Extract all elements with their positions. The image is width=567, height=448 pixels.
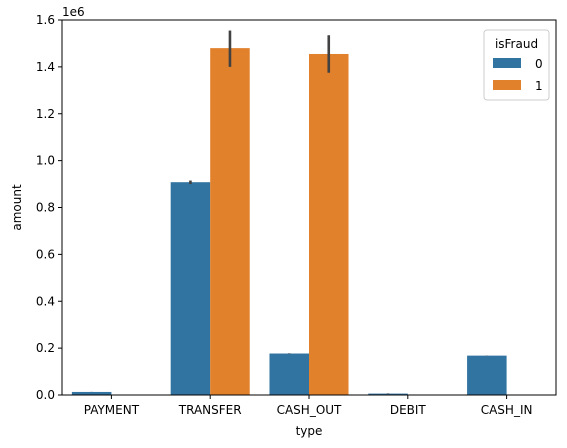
- legend-label-0: 0: [535, 57, 543, 71]
- y-tick-label: 0.6: [36, 247, 55, 261]
- bar-payment-isfraud-0: [71, 391, 112, 395]
- y-tick-label: 1.6: [36, 13, 55, 27]
- bar-transfer-isfraud-0: [170, 182, 211, 395]
- y-tick-label: 0.0: [36, 388, 55, 402]
- bar-debit-isfraud-0: [368, 393, 408, 395]
- bar-cash-in-isfraud-0: [467, 355, 507, 395]
- x-tick-label-cash-in: CASH_IN: [481, 403, 533, 417]
- legend: isFraud 0 1: [483, 29, 550, 101]
- bar-transfer-isfraud-1: [210, 48, 250, 395]
- y-tick-label: 0.4: [36, 294, 55, 308]
- bar-cash-out-isfraud-0: [269, 353, 309, 395]
- y-tick-label: 0.8: [36, 201, 55, 215]
- x-tick-label-debit: DEBIT: [390, 403, 427, 417]
- error-bars-layer: [90, 30, 489, 394]
- x-tick-label-payment: PAYMENT: [84, 403, 140, 417]
- x-tick-label-transfer: TRANSFER: [178, 403, 242, 417]
- bar-cash-out-isfraud-1: [309, 53, 349, 395]
- y-ticks: 0.0 0.2 0.4 0.6 0.8 1.0 1.2 1.4 1.6: [36, 13, 62, 402]
- x-axis-label: type: [296, 424, 323, 438]
- legend-swatch-0: [493, 58, 521, 68]
- legend-title: isFraud: [495, 37, 538, 51]
- y-tick-label: 1.2: [36, 107, 55, 121]
- x-tick-label-cash-out: CASH_OUT: [277, 403, 342, 417]
- y-tick-label: 0.2: [36, 341, 55, 355]
- legend-swatch-1: [493, 80, 521, 90]
- bars-layer: [71, 48, 507, 395]
- x-ticks: PAYMENT TRANSFER CASH_OUT DEBIT CASH_IN: [84, 395, 533, 417]
- y-tick-label: 1.4: [36, 60, 55, 74]
- y-tick-label: 1.0: [36, 154, 55, 168]
- y-offset-label: 1e6: [62, 5, 85, 19]
- legend-label-1: 1: [535, 79, 543, 93]
- y-axis-label: amount: [10, 184, 24, 231]
